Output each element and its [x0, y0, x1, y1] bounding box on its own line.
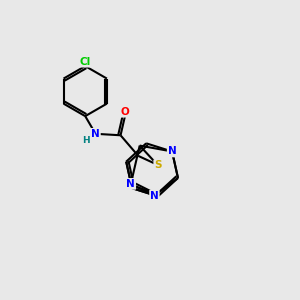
Text: H: H — [82, 136, 90, 145]
Text: N: N — [127, 179, 135, 189]
Text: N: N — [168, 146, 176, 157]
Text: Cl: Cl — [80, 57, 91, 67]
Text: N: N — [150, 190, 159, 201]
Text: O: O — [121, 107, 129, 117]
Text: N: N — [91, 129, 100, 139]
Text: S: S — [154, 160, 162, 170]
